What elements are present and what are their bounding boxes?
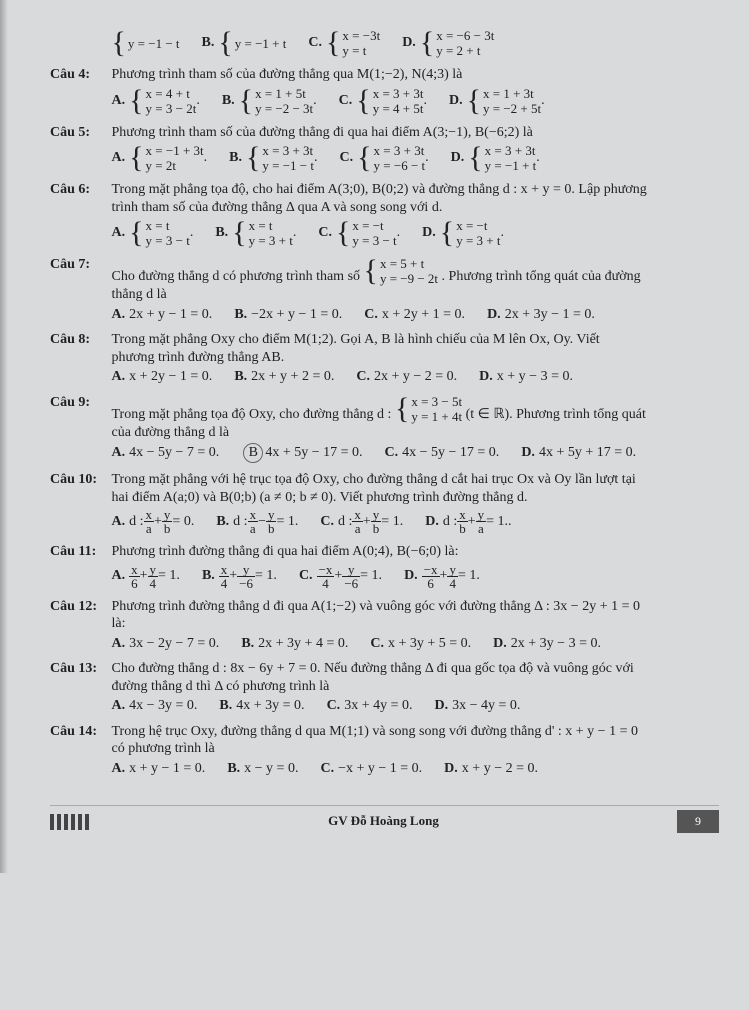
q5-text: Phương trình tham số của đường thẳng đi … [112, 124, 719, 142]
q5-opt-c: C.{x = 3 + 3ty = −6 − t. [340, 143, 429, 173]
question-4: Câu 4: Phương trình tham số của đường th… [50, 66, 719, 118]
question-6: Câu 6: Trong mặt phẳng tọa độ, cho hai đ… [50, 181, 719, 250]
q4-opt-d: D.{x = 1 + 3ty = −2 + 5t. [449, 86, 545, 116]
question-8: Câu 8: Trong mặt phẳng Oxy cho điểm M(1;… [50, 331, 719, 388]
q11-opt-b: B. x4 + y−6 = 1. [202, 563, 277, 590]
q9-text1: Trong mặt phẳng tọa độ Oxy, cho đường th… [112, 394, 719, 424]
q10-opt-d: D. d : xb + ya = 1.. [425, 508, 511, 535]
q13-label: Câu 13: [50, 660, 108, 678]
q12-label: Câu 12: [50, 598, 108, 616]
q9-opt-d: D.4x + 5y + 17 = 0. [521, 443, 636, 463]
question-13: Câu 13: Cho đường thẳng d : 8x − 6y + 7 … [50, 660, 719, 717]
q4-opt-b: B.{x = 1 + 5ty = −2 − 3t. [222, 86, 317, 116]
footer-author: GV Đỗ Hoàng Long [90, 813, 677, 829]
q8-opt-a: A.x + 2y − 1 = 0. [112, 368, 213, 386]
q12-opt-a: A.3x − 2y − 7 = 0. [112, 635, 220, 653]
q8-label: Câu 8: [50, 331, 108, 349]
q10-text1: Trong mặt phẳng với hệ trục tọa độ Oxy, … [112, 471, 719, 489]
q13-text1: Cho đường thẳng d : 8x − 6y + 7 = 0. Nếu… [112, 660, 719, 678]
q6-opt-b: B.{x = ty = 3 + t. [215, 218, 296, 248]
q6-label: Câu 6: [50, 181, 108, 199]
question-9: Câu 9: Trong mặt phẳng tọa độ Oxy, cho đ… [50, 394, 719, 466]
q6-opt-d: D.{x = −ty = 3 + t. [422, 218, 504, 248]
q9-text2: của đường thẳng d là [112, 424, 719, 442]
q6-text1: Trong mặt phẳng tọa độ, cho hai điểm A(3… [112, 181, 719, 199]
page-number: 9 [677, 810, 719, 833]
q7-text2: thẳng d là [112, 286, 719, 304]
q11-opt-a: A. x6 + y4 = 1. [112, 563, 180, 590]
q5-opt-d: D.{x = 3 + 3ty = −1 + t. [451, 143, 540, 173]
top-c: C. {x = −3ty = t [308, 28, 380, 58]
q14-text1: Trong hệ trục Oxy, đường thẳng d qua M(1… [112, 723, 719, 741]
question-5: Câu 5: Phương trình tham số của đường th… [50, 124, 719, 176]
q6-opt-a: A.{x = ty = 3 − t. [112, 218, 194, 248]
q4-opt-c: C.{x = 3 + 3ty = 4 + 5t. [339, 86, 427, 116]
q8-opt-c: C.2x + y − 2 = 0. [356, 368, 457, 386]
q5-opt-a: A.{x = −1 + 3ty = 2t. [112, 143, 208, 173]
q14-opt-c: C.−x + y − 1 = 0. [320, 760, 422, 778]
q9-opt-b: B4x + 5y − 17 = 0. [241, 443, 362, 463]
q4-opt-a: A.{x = 4 + ty = 3 − 2t. [112, 86, 200, 116]
q7-opt-d: D.2x + 3y − 1 = 0. [487, 306, 595, 324]
top-a: {y = −1 − t [112, 28, 180, 58]
q5-label: Câu 5: [50, 124, 108, 142]
q5-opt-b: B.{x = 3 + 3ty = −1 − t. [229, 143, 317, 173]
q11-label: Câu 11: [50, 543, 108, 561]
q6-opt-c: C.{x = −ty = 3 − t. [318, 218, 400, 248]
q12-opt-b: B.2x + 3y + 4 = 0. [241, 635, 348, 653]
q8-opt-d: D.x + y − 3 = 0. [479, 368, 573, 386]
q13-text2: đường thẳng d thì Δ có phương trình là [112, 678, 719, 696]
top-fragment: {y = −1 − t B. {y = −1 + t C. {x = −3ty … [50, 26, 719, 60]
page-footer: GV Đỗ Hoàng Long 9 [50, 805, 719, 833]
q8-opt-b: B.2x + y + 2 = 0. [234, 368, 334, 386]
q11-text: Phương trình đường thẳng đi qua hai điểm… [112, 543, 719, 561]
q13-opt-c: C.3x + 4y = 0. [327, 697, 413, 715]
footer-decoration-icon [50, 814, 90, 830]
q14-text2: có phương trình là [112, 740, 719, 758]
q9-label: Câu 9: [50, 394, 108, 412]
q7-text1: Cho đường thẳng d có phương trình tham s… [112, 256, 719, 286]
q9-opt-a: A.4x − 5y − 7 = 0. [112, 443, 220, 463]
q14-label: Câu 14: [50, 723, 108, 741]
q7-label: Câu 7: [50, 256, 108, 274]
q7-opt-b: B.−2x + y − 1 = 0. [234, 306, 342, 324]
q8-text2: phương trình đường thẳng AB. [112, 349, 719, 367]
q12-text1: Phương trình đường thẳng d đi qua A(1;−2… [112, 598, 719, 616]
top-b: B. {y = −1 + t [202, 28, 287, 58]
q14-opt-b: B.x − y = 0. [227, 760, 298, 778]
q13-opt-a: A.4x − 3y = 0. [112, 697, 198, 715]
q6-text2: trình tham số của đường thẳng Δ qua A và… [112, 199, 719, 217]
q4-text: Phương trình tham số của đường thẳng qua… [112, 66, 719, 84]
q13-opt-b: B.4x + 3y = 0. [219, 697, 304, 715]
q12-opt-c: C.x + 3y + 5 = 0. [370, 635, 471, 653]
q10-opt-a: A. d : xa + yb = 0. [112, 508, 195, 535]
q12-opt-d: D.2x + 3y − 3 = 0. [493, 635, 601, 653]
q9-opt-c: C.4x − 5y − 17 = 0. [385, 443, 500, 463]
q10-text2: hai điểm A(a;0) và B(0;b) (a ≠ 0; b ≠ 0)… [112, 489, 719, 507]
q10-label: Câu 10: [50, 471, 108, 489]
q14-opt-a: A.x + y − 1 = 0. [112, 760, 206, 778]
question-11: Câu 11: Phương trình đường thẳng đi qua … [50, 543, 719, 592]
q13-opt-d: D.3x − 4y = 0. [434, 697, 520, 715]
q10-opt-b: B. d : xa − yb = 1. [216, 508, 298, 535]
q4-label: Câu 4: [50, 66, 108, 84]
q11-opt-c: C. −x4 + y−6 = 1. [299, 563, 382, 590]
q8-text1: Trong mặt phẳng Oxy cho điểm M(1;2). Gọi… [112, 331, 719, 349]
question-7: Câu 7: Cho đường thẳng d có phương trình… [50, 256, 719, 325]
question-10: Câu 10: Trong mặt phẳng với hệ trục tọa … [50, 471, 719, 537]
question-14: Câu 14: Trong hệ trục Oxy, đường thẳng d… [50, 723, 719, 780]
q14-opt-d: D.x + y − 2 = 0. [444, 760, 538, 778]
q12-text2: là: [112, 615, 719, 633]
question-12: Câu 12: Phương trình đường thẳng d đi qu… [50, 598, 719, 655]
q11-opt-d: D. −x6 + y4 = 1. [404, 563, 480, 590]
top-d: D. {x = −6 − 3ty = 2 + t [402, 28, 494, 58]
q7-opt-a: A.2x + y − 1 = 0. [112, 306, 213, 324]
q7-opt-c: C.x + 2y + 1 = 0. [364, 306, 465, 324]
q10-opt-c: C. d : xa + yb = 1. [320, 508, 403, 535]
